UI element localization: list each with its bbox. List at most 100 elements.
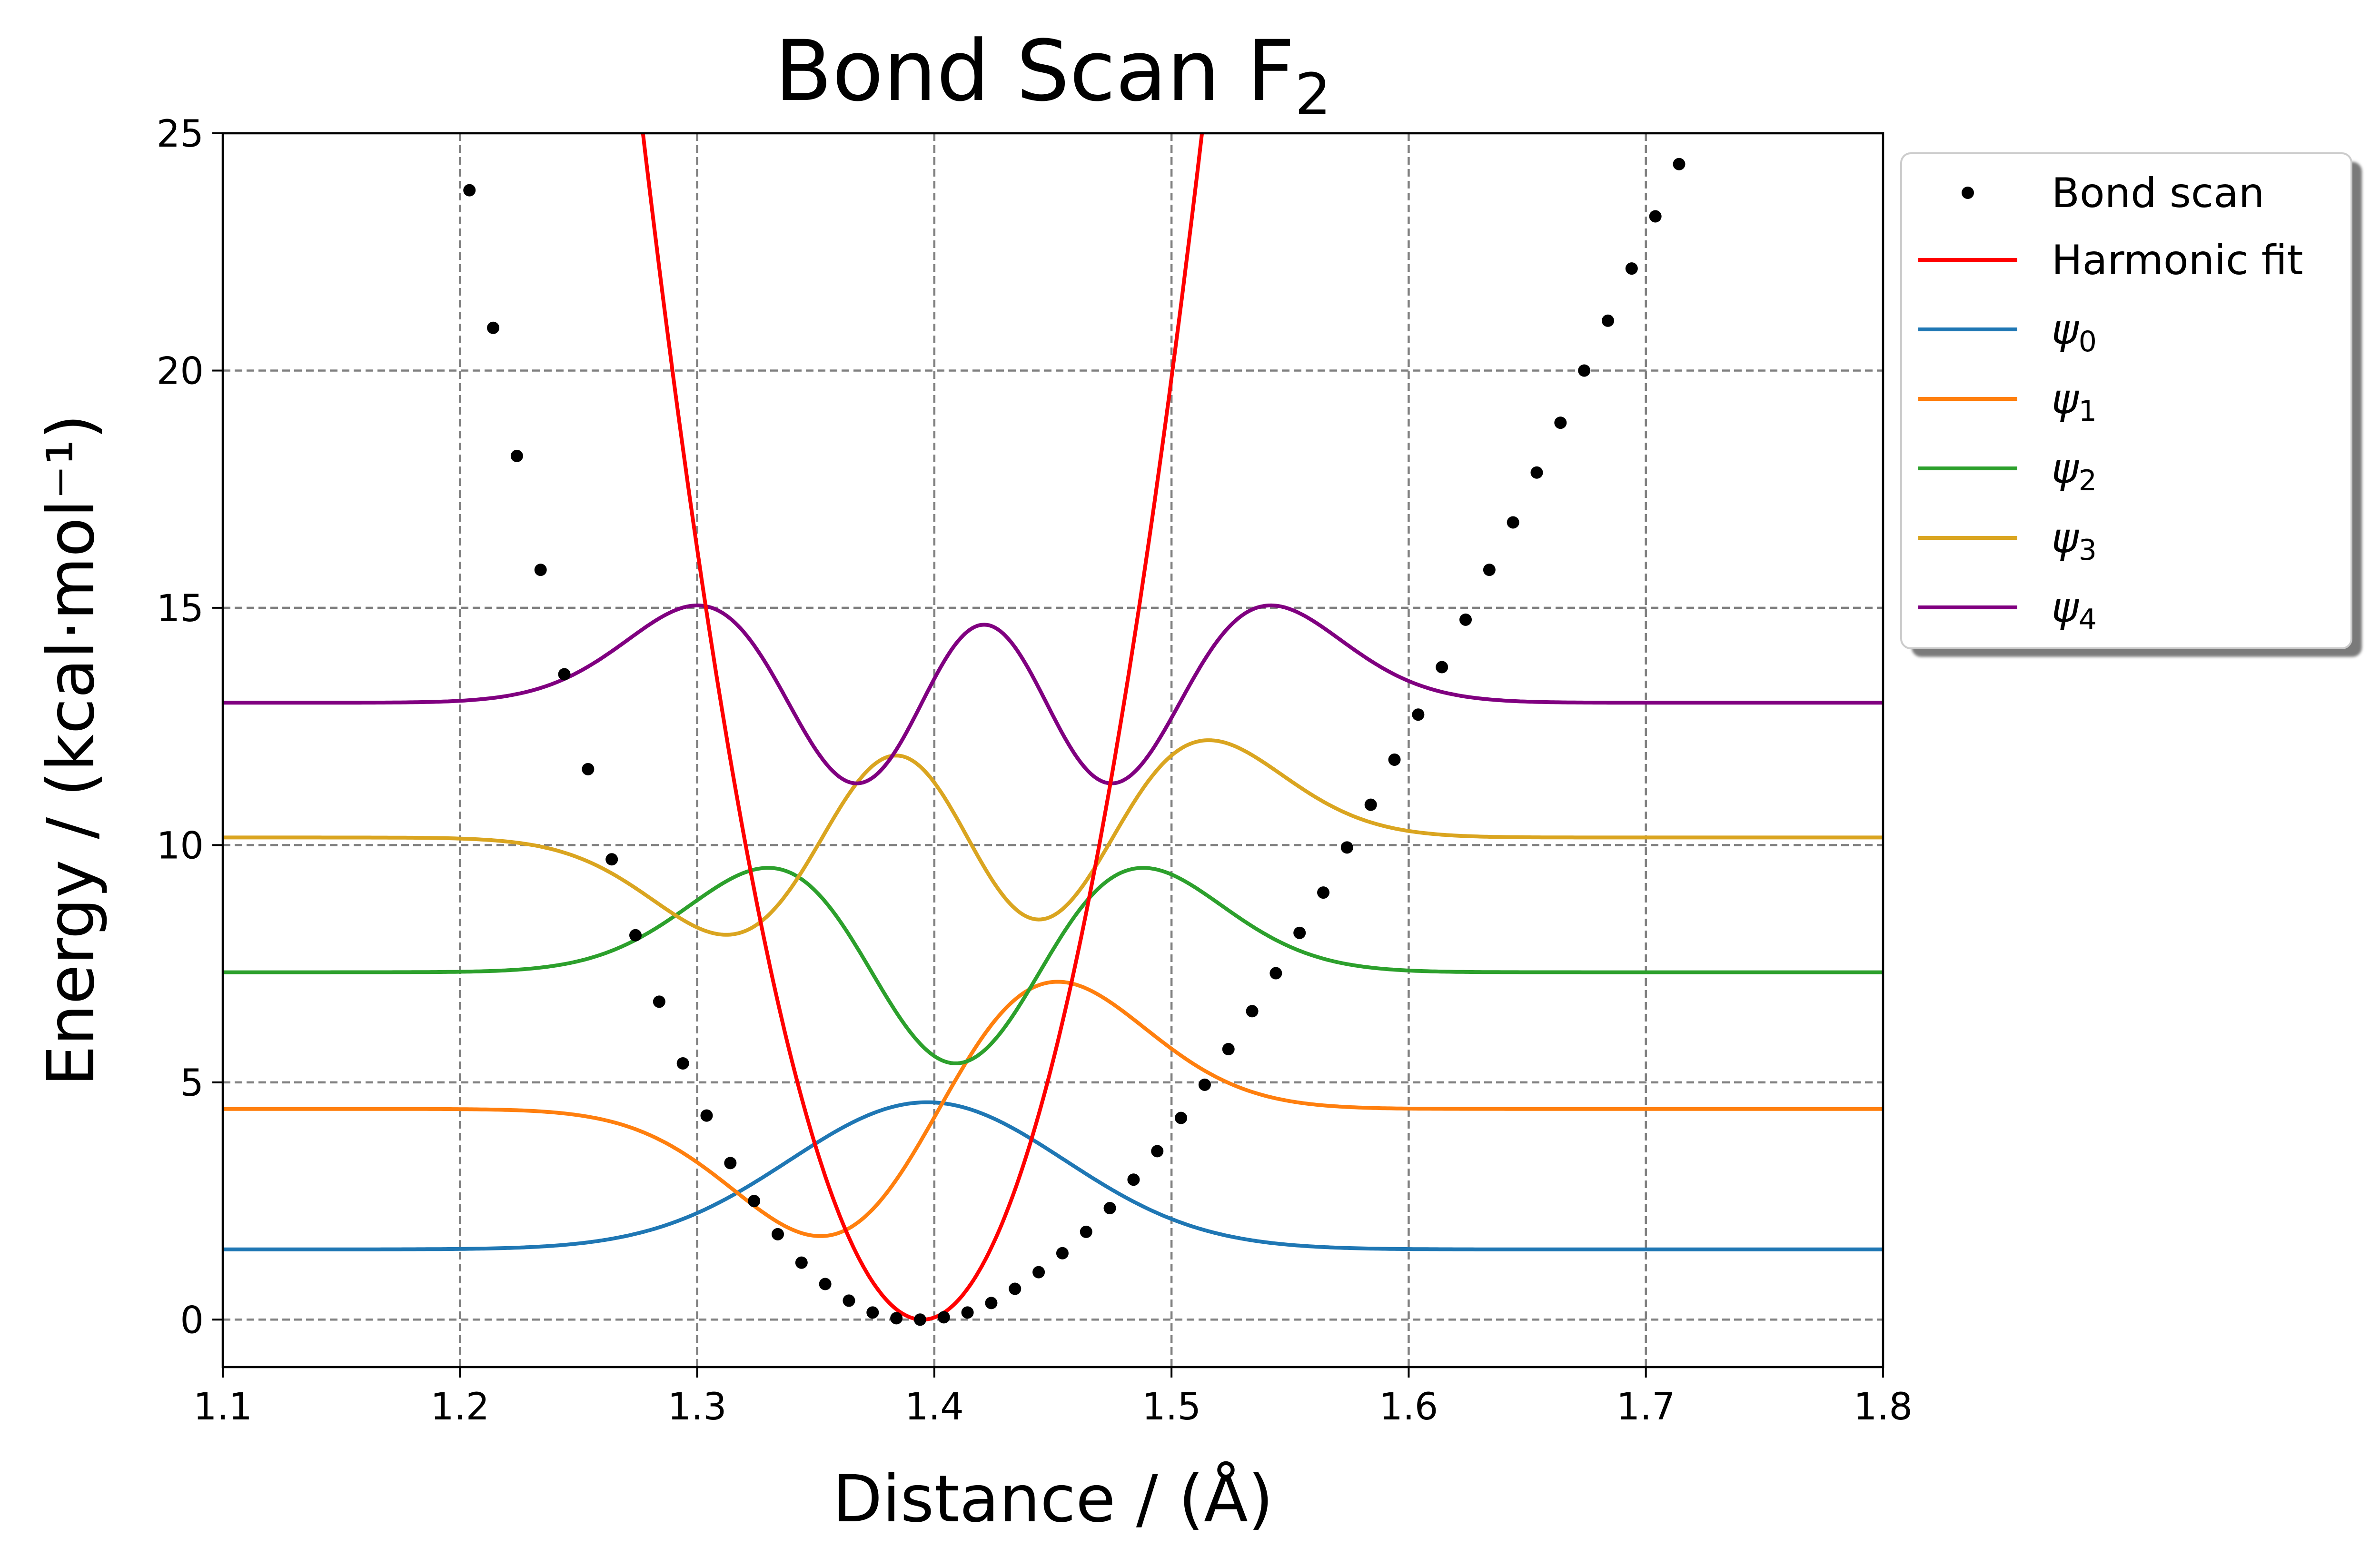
scatter-point bbox=[890, 1312, 903, 1325]
scatter-point bbox=[487, 321, 500, 334]
scatter-point bbox=[1269, 967, 1282, 980]
scatter-point bbox=[1340, 841, 1353, 854]
scatter-point bbox=[1127, 1173, 1140, 1186]
scatter-point bbox=[961, 1306, 974, 1319]
grid bbox=[223, 133, 1883, 1367]
scatter-point bbox=[866, 1306, 879, 1319]
y-tick-label: 20 bbox=[157, 350, 204, 393]
scatter-point bbox=[771, 1228, 784, 1240]
chart-title-main: Bond Scan F bbox=[774, 22, 1295, 120]
legend-psi-subscript: 2 bbox=[2079, 464, 2097, 497]
y-tick-label: 0 bbox=[180, 1299, 204, 1342]
axes-frame bbox=[221, 132, 1884, 1369]
series-bond-scan bbox=[463, 158, 1686, 1326]
scatter-point bbox=[1554, 417, 1567, 429]
legend-label-bond-scan: Bond scan bbox=[2052, 169, 2264, 217]
scatter-point bbox=[819, 1278, 832, 1290]
x-tick-label: 1.2 bbox=[430, 1386, 489, 1428]
scatter-point bbox=[1198, 1078, 1211, 1091]
legend-psi-subscript: 4 bbox=[2079, 603, 2097, 636]
scatter-point bbox=[676, 1057, 689, 1070]
scatter-point bbox=[1388, 753, 1401, 766]
scatter-point bbox=[1483, 564, 1496, 576]
scatter-point bbox=[510, 449, 523, 462]
y-tick-label: 5 bbox=[180, 1062, 204, 1105]
scatter-point bbox=[629, 929, 642, 942]
scatter-point bbox=[1436, 661, 1448, 674]
x-tick-label: 1.8 bbox=[1854, 1386, 1913, 1428]
x-tick-label: 1.4 bbox=[905, 1386, 964, 1428]
scatter-point bbox=[534, 564, 547, 576]
scatter-point bbox=[1151, 1145, 1164, 1158]
series-wavefunction-4 bbox=[223, 603, 1883, 785]
x-tick-label: 1.1 bbox=[193, 1386, 252, 1428]
plot-area bbox=[223, 133, 1883, 1326]
x-tick-label: 1.7 bbox=[1616, 1386, 1676, 1428]
scatter-point bbox=[1625, 262, 1638, 275]
scatter-point bbox=[700, 1109, 713, 1122]
scatter-point bbox=[1459, 613, 1472, 626]
legend-marker-bond-scan bbox=[1962, 187, 1974, 199]
scatter-point bbox=[1246, 1005, 1259, 1018]
scatter-point bbox=[1578, 364, 1591, 377]
wavefunction-lines bbox=[223, 603, 1883, 1251]
x-axis-label: Distance / (Å) bbox=[833, 1461, 1273, 1537]
scatter-point bbox=[985, 1297, 998, 1309]
legend-label-harmonic-fit: Harmonic fit bbox=[2052, 237, 2303, 284]
scatter-point bbox=[1530, 466, 1543, 479]
scatter-point bbox=[1103, 1202, 1116, 1215]
series-wavefunction-3 bbox=[223, 738, 1883, 937]
y-tick-label: 10 bbox=[157, 824, 204, 867]
scatter-point bbox=[937, 1311, 950, 1324]
scatter-point bbox=[1364, 798, 1377, 811]
chart-title-subscript: 2 bbox=[1295, 62, 1331, 128]
scatter-point bbox=[724, 1157, 737, 1170]
scatter-point bbox=[582, 763, 595, 775]
scatter-point bbox=[1222, 1043, 1235, 1056]
legend-psi-subscript: 0 bbox=[2079, 325, 2097, 358]
legend-psi-subscript: 1 bbox=[2079, 395, 2097, 428]
scatter-point bbox=[558, 668, 571, 681]
scatter-point bbox=[913, 1313, 926, 1326]
legend-psi-symbol: ψ bbox=[2052, 584, 2080, 632]
scatter-point bbox=[605, 853, 618, 866]
y-axis-label: Energy / (kcal·mol⁻¹) bbox=[34, 414, 109, 1086]
scatter-point bbox=[1056, 1247, 1069, 1260]
series-wavefunction-2 bbox=[223, 866, 1883, 1065]
scatter-point bbox=[1293, 926, 1306, 939]
series-wavefunction-1 bbox=[223, 980, 1883, 1238]
legend-psi-symbol: ψ bbox=[2052, 376, 2080, 423]
chart-title: Bond Scan F2 bbox=[774, 22, 1331, 128]
scatter-point bbox=[1507, 516, 1519, 529]
scatter-point bbox=[1412, 708, 1425, 721]
scatter-point bbox=[843, 1294, 855, 1307]
series-harmonic-fit bbox=[641, 133, 1204, 1322]
legend-psi-subscript: 3 bbox=[2079, 534, 2097, 567]
scatter-point bbox=[463, 184, 476, 197]
legend-psi-symbol: ψ bbox=[2052, 306, 2080, 354]
legend-psi-symbol: ψ bbox=[2052, 515, 2080, 562]
scatter-point bbox=[1673, 158, 1686, 170]
scatter-point bbox=[1649, 210, 1662, 223]
scatter-point bbox=[748, 1195, 761, 1208]
legend-psi-symbol: ψ bbox=[2052, 445, 2080, 493]
scatter-point bbox=[1601, 314, 1614, 327]
x-tick-label: 1.5 bbox=[1142, 1386, 1201, 1428]
scatter-point bbox=[653, 995, 665, 1008]
series-wavefunction-0 bbox=[223, 1100, 1883, 1251]
scatter-point bbox=[1317, 886, 1330, 899]
x-ticks: 1.1 1.2 1.3 1.4 1.5 1.6 1.7 1.8 bbox=[193, 1367, 1913, 1428]
scatter-point bbox=[795, 1256, 808, 1269]
x-tick-label: 1.3 bbox=[668, 1386, 727, 1428]
legend-label-wavefunction-3: ψ3 bbox=[2052, 515, 2097, 567]
y-tick-label: 15 bbox=[157, 587, 204, 630]
legend-label-wavefunction-2: ψ2 bbox=[2052, 445, 2097, 497]
scatter-point bbox=[1032, 1266, 1045, 1279]
scatter-point bbox=[1009, 1282, 1021, 1295]
scatter-point bbox=[1175, 1111, 1188, 1124]
legend-label-wavefunction-1: ψ1 bbox=[2052, 376, 2097, 428]
x-tick-label: 1.6 bbox=[1379, 1386, 1438, 1428]
